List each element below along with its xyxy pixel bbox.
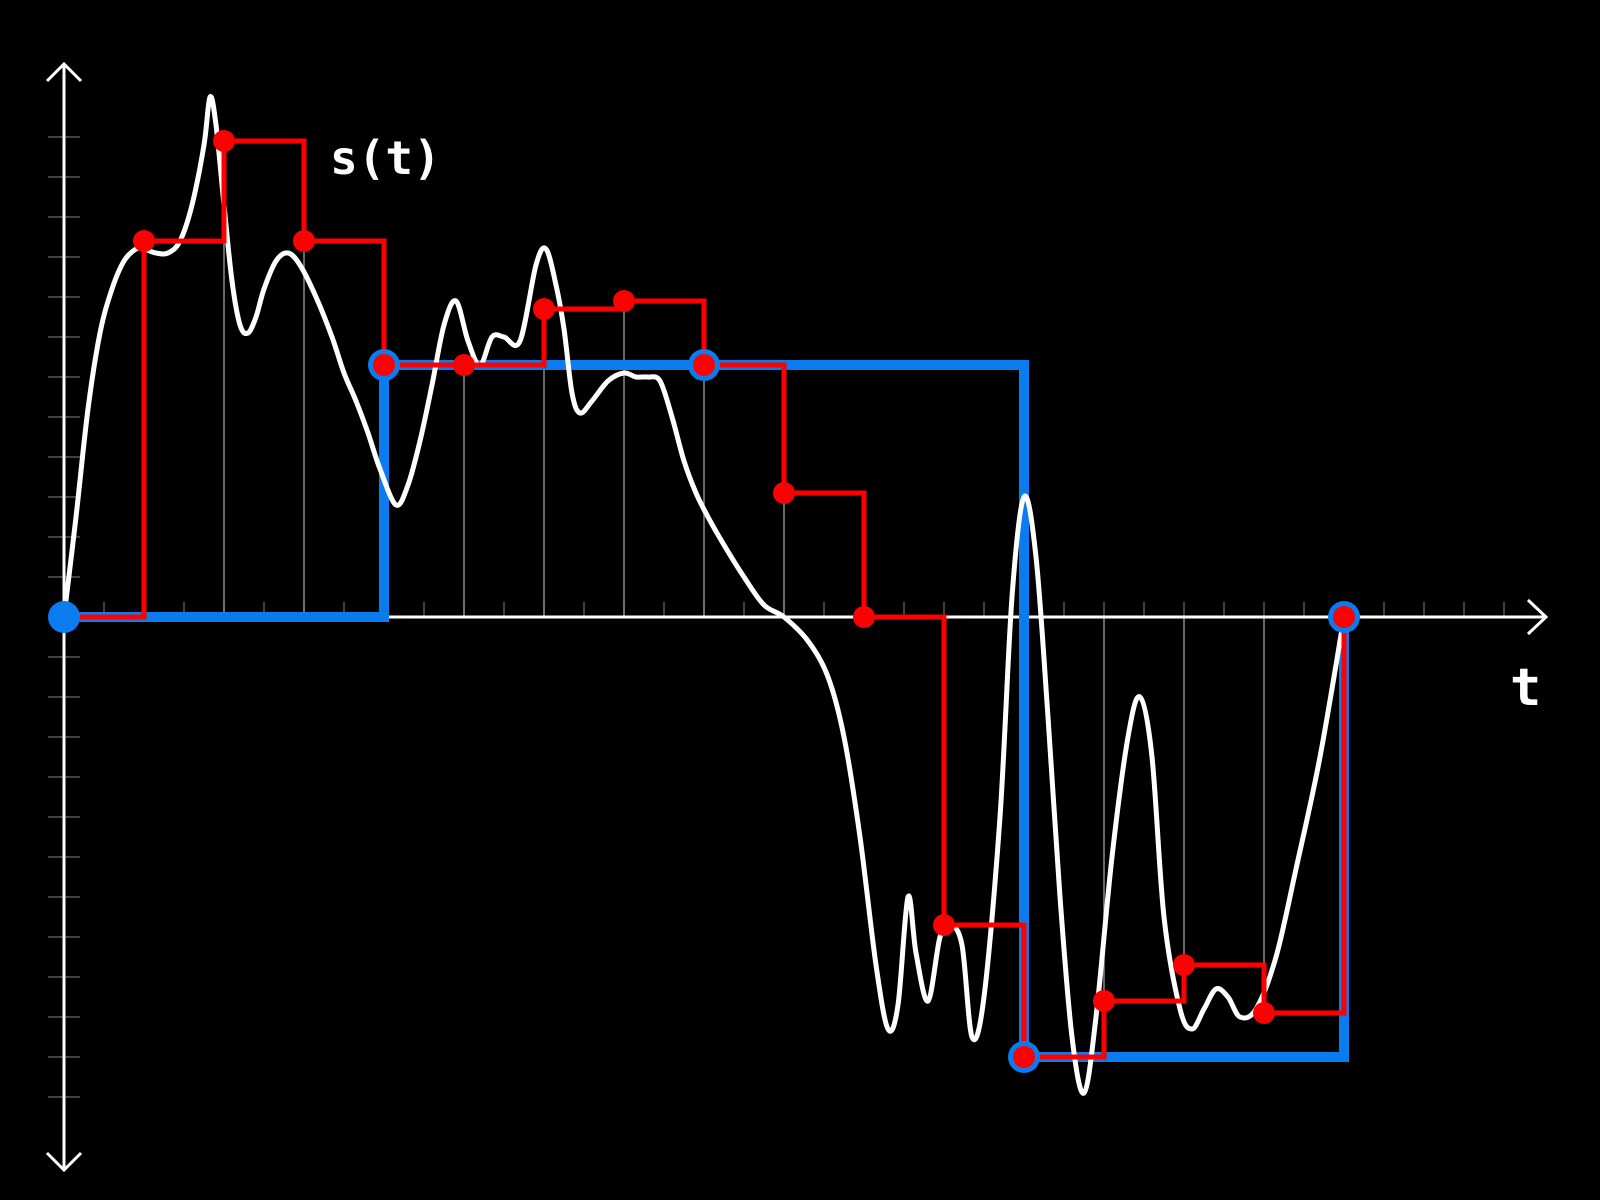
fine-sample-hold-series: [64, 138, 1347, 1060]
fine-sample-marker-22: [933, 914, 955, 936]
fine-sample-marker-10: [453, 354, 475, 376]
x-axis-label: t: [1510, 658, 1541, 718]
fine-sample-marker-6: [293, 230, 315, 252]
y-axis-top-arrowhead: [45, 61, 83, 83]
signal-series: [61, 94, 1347, 1096]
x-axis-arrowhead: [1526, 598, 1549, 636]
fine-sample-marker-14: [613, 290, 635, 312]
y-axis-bottom-arrowhead: [45, 1151, 83, 1173]
fine-sample-marker-16: [693, 354, 715, 376]
fine-sample-marker-28: [1173, 954, 1195, 976]
coarse-sample-hold-line: [64, 360, 1349, 1062]
sample-markers: [48, 130, 1360, 1073]
fine-sample-marker-2: [133, 230, 155, 252]
coarse-sample-hold-series: [64, 360, 1349, 1062]
fine-sample-marker-32: [1333, 606, 1355, 628]
curve-label: s(t): [330, 131, 441, 185]
fine-sample-marker-30: [1253, 1002, 1275, 1024]
fine-sample-marker-4: [213, 130, 235, 152]
fine-sample-marker-24: [1013, 1046, 1035, 1068]
fine-sample-marker-20: [853, 606, 875, 628]
fine-sample-marker-26: [1093, 990, 1115, 1012]
fine-sample-hold-line: [64, 138, 1347, 1060]
fine-sample-marker-8: [373, 354, 395, 376]
signal-curve: [61, 94, 1347, 1096]
fine-sample-marker-18: [773, 482, 795, 504]
fine-sample-marker-12: [533, 298, 555, 320]
coarse-sample-marker-0: [48, 601, 80, 633]
